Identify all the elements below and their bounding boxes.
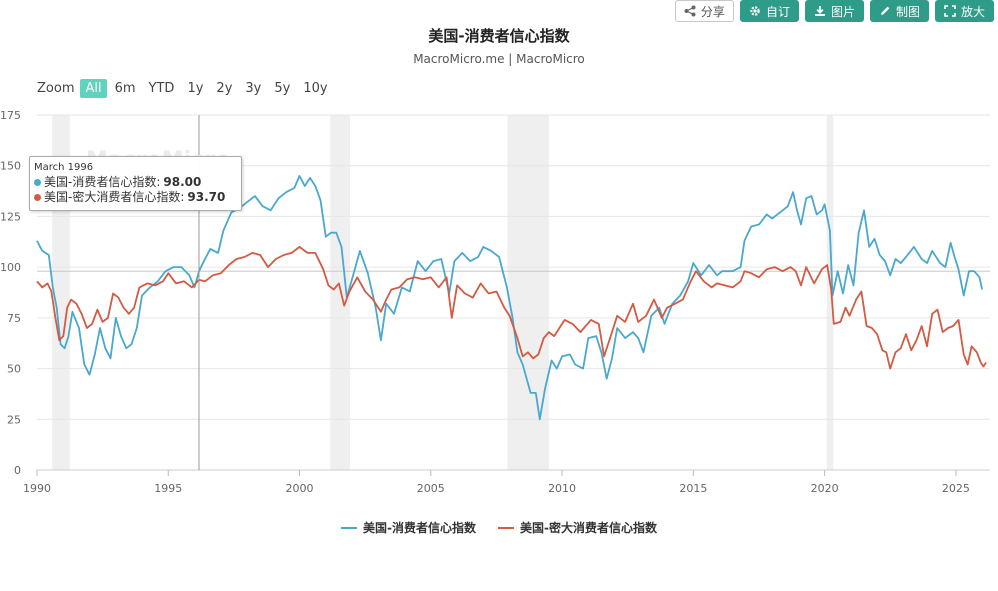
- x-tick-label: 1990: [23, 482, 51, 495]
- grid-lines: [37, 114, 990, 471]
- x-tick-label: 2010: [548, 482, 576, 495]
- legend-label: 美国-密大消费者信心指数: [520, 521, 657, 535]
- y-tick-label: 75: [7, 312, 21, 325]
- x-tick-label: 2020: [811, 482, 839, 495]
- legend-line-icon: [341, 526, 358, 529]
- expand-button[interactable]: 放大: [934, 0, 994, 22]
- y-tick-label: 175: [0, 109, 21, 122]
- series-dot-icon: [34, 179, 41, 186]
- tooltip-row: 美国-消费者信心指数: 98.00: [34, 175, 241, 190]
- x-tick-label: 1995: [154, 482, 182, 495]
- zoom-label: Zoom: [37, 81, 75, 96]
- recession-band: [507, 115, 549, 470]
- tooltip-series-label: 美国-密大消费者信心指数:: [44, 190, 185, 204]
- legend-item-consumer-confidence[interactable]: 美国-消费者信心指数: [341, 519, 476, 536]
- share-icon: [684, 5, 696, 17]
- tooltip-row: 美国-密大消费者信心指数: 93.70: [34, 190, 241, 205]
- zoom-option-all[interactable]: All: [80, 79, 107, 98]
- zoom-option-2y[interactable]: 2y: [216, 81, 233, 96]
- share-label: 分享: [700, 4, 725, 19]
- x-tick-label: 2005: [417, 482, 445, 495]
- x-axis-ticks: 1990 1995 2000 2005 2010 2015 2020 2025: [23, 470, 970, 495]
- x-tick-label: 2025: [942, 482, 970, 495]
- zoom-selector: Zoom All 6m YTD 1y 2y 3y 5y 10y: [37, 79, 336, 98]
- tooltip-series-value: 98.00: [163, 175, 202, 189]
- chart-subtitle: MacroMicro.me | MacroMicro: [413, 52, 585, 66]
- legend-label: 美国-消费者信心指数: [363, 521, 476, 535]
- series-line-michigan-sentiment: [36, 246, 987, 370]
- expand-label: 放大: [960, 4, 985, 19]
- zoom-option-1y[interactable]: 1y: [187, 81, 204, 96]
- zoom-option-10y[interactable]: 10y: [303, 81, 328, 96]
- y-tick-label: 125: [0, 210, 21, 223]
- tooltip-series-value: 93.70: [187, 190, 226, 204]
- series-lines: [36, 175, 987, 421]
- tooltip-series-label: 美国-消费者信心指数:: [44, 175, 161, 189]
- y-tick-label: 50: [7, 363, 21, 376]
- zoom-option-3y[interactable]: 3y: [245, 81, 262, 96]
- custom-label: 自订: [765, 4, 790, 19]
- y-tick-label: 0: [14, 464, 21, 477]
- y-tick-label: 25: [7, 413, 21, 426]
- series-dot-icon: [34, 194, 41, 201]
- zoom-option-ytd[interactable]: YTD: [148, 81, 175, 96]
- gear-icon: [749, 5, 761, 17]
- expand-icon: [944, 5, 956, 17]
- chart-tooltip: March 1996 美国-消费者信心指数: 98.00 美国-密大消费者信心指…: [29, 156, 242, 211]
- image-label: 图片: [830, 4, 855, 19]
- tooltip-date: March 1996: [34, 162, 94, 173]
- custom-button[interactable]: 自订: [739, 0, 799, 22]
- y-tick-label: 150: [0, 160, 21, 173]
- download-image-button[interactable]: 图片: [804, 0, 864, 22]
- draw-label: 制图: [895, 4, 920, 19]
- share-button[interactable]: 分享: [674, 0, 734, 22]
- download-icon: [814, 5, 826, 17]
- zoom-option-5y[interactable]: 5y: [274, 81, 291, 96]
- y-axis-ticks: 0 25 50 75 100 125 150 175: [0, 109, 21, 477]
- legend-line-icon: [498, 526, 514, 529]
- x-tick-label: 2000: [286, 482, 314, 495]
- chart-toolbar: 分享 自订 图片 制图 放大: [674, 0, 994, 22]
- legend-item-michigan-sentiment[interactable]: 美国-密大消费者信心指数: [498, 519, 657, 536]
- recession-band: [826, 115, 834, 470]
- series-line-consumer-confidence: [36, 175, 983, 421]
- y-tick-label: 100: [0, 261, 21, 274]
- chart-title: 美国-消费者信心指数: [428, 27, 570, 45]
- pencil-icon: [879, 5, 891, 17]
- zoom-option-6m[interactable]: 6m: [114, 81, 136, 96]
- recession-band: [330, 115, 350, 470]
- draw-chart-button[interactable]: 制图: [869, 0, 929, 22]
- line-chart[interactable]: 0 25 50 75 100 125 150 175 1990 1995 2000 2005 2010…: [0, 100, 998, 500]
- chart-legend: 美国-消费者信心指数 美国-密大消费者信心指数: [0, 519, 998, 536]
- x-tick-label: 2015: [679, 482, 707, 495]
